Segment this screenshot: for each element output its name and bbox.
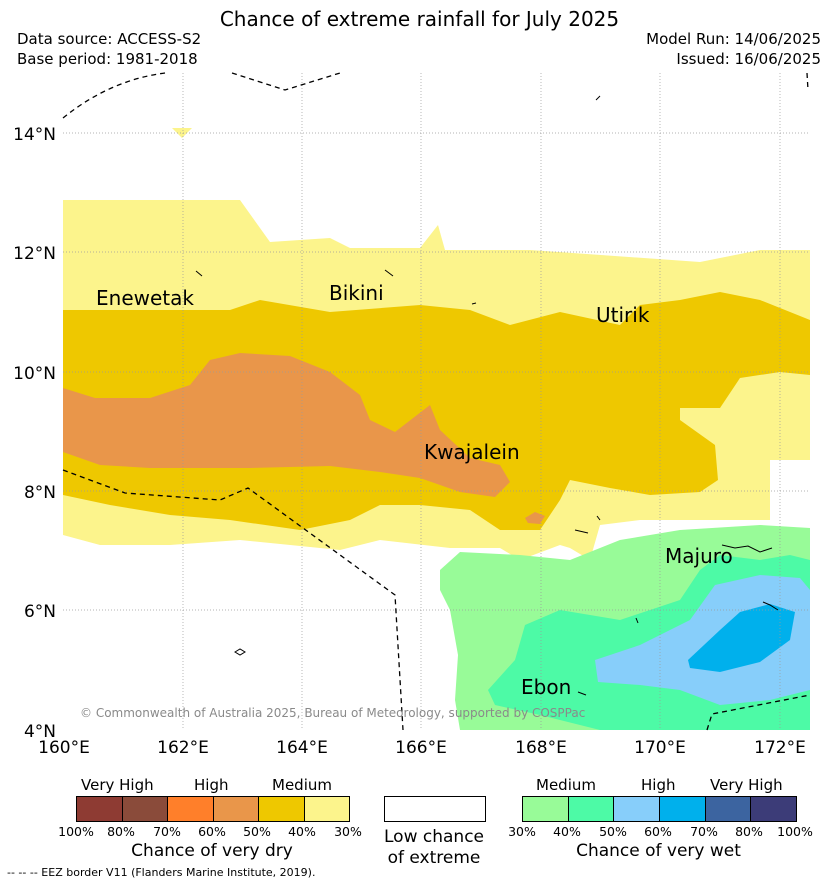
lat-tick-12n: 12°N [13, 244, 56, 264]
dry-colorbar [76, 796, 350, 822]
dry-legend-title: Chance of very dry [131, 841, 293, 861]
lon-tick-170e: 170°E [634, 738, 686, 758]
dry-tick: 60% [198, 824, 226, 839]
wet-swatch-70-80 [705, 797, 752, 821]
dry-swatch-100-80 [77, 797, 123, 821]
wet-swatch-50-60 [614, 797, 661, 821]
rainfall-shading [63, 73, 810, 730]
lon-tick-160e: 160°E [38, 738, 90, 758]
neutral-colorbar [384, 796, 486, 822]
lon-tick-166e: 166°E [395, 738, 447, 758]
wet-tick: 60% [644, 824, 672, 839]
wet-swatch-60-70 [660, 797, 706, 821]
eez-borders [62, 72, 811, 731]
lat-tick-4n: 4°N [24, 722, 56, 742]
dry-swatch-60-50 [213, 797, 259, 821]
wet-swatch-40-50 [568, 797, 615, 821]
dry-high-zone [63, 353, 510, 497]
dry-swatch-70-60 [168, 797, 214, 821]
wet-legend-title: Chance of very wet [576, 841, 741, 861]
base-period: Base period: 1981-2018 [17, 50, 198, 68]
wet-tick: 80% [735, 824, 763, 839]
issued-date: Issued: 16/06/2025 [676, 50, 821, 68]
wet-category-very-high: Very High [710, 776, 783, 794]
dry-medium-zone [63, 292, 810, 530]
wet-high-zone [595, 575, 810, 705]
dry-tick: 70% [153, 824, 181, 839]
header-left: Data source: ACCESS-S2 Base period: 1981… [17, 29, 201, 69]
neutral-legend-title: Low chance of extreme [384, 827, 484, 868]
island-outlines [195, 95, 779, 696]
wet-swatch-80-100 [751, 797, 797, 821]
place-label-utirik: Utirik [596, 303, 650, 327]
lon-tick-162e: 162°E [157, 738, 209, 758]
eez-footnote: -- -- -- EEZ border V11 (Flanders Marine… [7, 866, 316, 879]
dry-swatch-80-70 [122, 797, 168, 821]
lat-tick-14n: 14°N [13, 125, 56, 145]
place-label-bikini: Bikini [329, 281, 384, 305]
wet-tick: 40% [553, 824, 581, 839]
dry-tick: 100% [58, 824, 94, 839]
dry-category-medium: Medium [272, 776, 332, 794]
place-label-enewetak: Enewetak [96, 286, 194, 310]
place-label-majuro: Majuro [665, 544, 733, 568]
lon-tick-168e: 168°E [515, 738, 567, 758]
model-run: Model Run: 14/06/2025 [646, 30, 821, 48]
data-source: Data source: ACCESS-S2 [17, 30, 202, 48]
place-label-kwajalein: Kwajalein [424, 440, 520, 464]
header-right: Model Run: 14/06/2025 Issued: 16/06/2025 [646, 29, 821, 69]
neutral-swatch [385, 797, 485, 821]
place-label-ebon: Ebon [521, 675, 571, 699]
dry-tick: 40% [288, 824, 316, 839]
lon-tick-172e: 172°E [754, 738, 806, 758]
dry-swatch-40-30 [304, 797, 349, 821]
dry-tick: 50% [243, 824, 271, 839]
wet-category-medium: Medium [536, 776, 596, 794]
wet-very-high-zone [688, 604, 795, 672]
wet-tick: 30% [508, 824, 536, 839]
wet-swatch-30-40 [523, 797, 569, 821]
dry-medium-light-tip [172, 128, 192, 138]
dry-high-patch [525, 512, 545, 524]
forecast-map: Enewetak Bikini Utirik Kwajalein Majuro … [13, 72, 811, 758]
wet-tick: 100% [777, 824, 813, 839]
wet-tick: 50% [599, 824, 627, 839]
dry-swatch-50-40 [259, 797, 305, 821]
copyright-note: © Commonwealth of Australia 2025, Bureau… [80, 706, 585, 720]
lon-tick-164e: 164°E [276, 738, 328, 758]
lat-tick-8n: 8°N [24, 483, 56, 503]
lat-tick-10n: 10°N [13, 364, 56, 384]
wet-colorbar [522, 796, 797, 822]
dry-category-very-high: Very High [81, 776, 154, 794]
map-title: Chance of extreme rainfall for July 2025 [219, 7, 620, 31]
wet-category-high: High [641, 776, 676, 794]
dry-tick: 30% [334, 824, 362, 839]
dry-category-high: High [194, 776, 229, 794]
dry-tick: 80% [107, 824, 135, 839]
wet-tick: 70% [690, 824, 718, 839]
lat-tick-6n: 6°N [24, 602, 56, 622]
